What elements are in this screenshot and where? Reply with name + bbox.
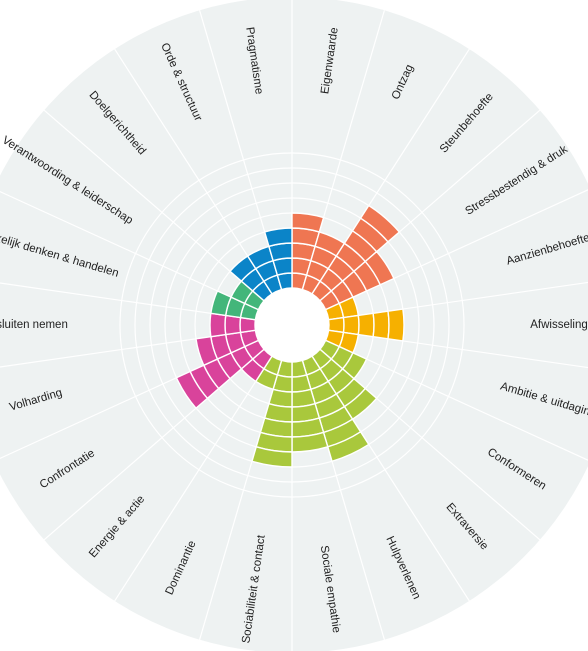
segment-divider <box>325 339 588 461</box>
bar-segment <box>301 231 346 295</box>
bar-segment <box>301 355 370 463</box>
bar-segment <box>327 308 405 342</box>
bar-cell <box>359 204 401 243</box>
bar-cell <box>387 308 405 342</box>
bar-segment <box>251 359 293 468</box>
bar-cell <box>372 310 390 340</box>
bar-segment <box>209 312 257 338</box>
bar-cell <box>224 314 242 336</box>
center-hub <box>255 288 329 362</box>
segment-divider <box>114 355 273 602</box>
bar-segment <box>263 227 293 291</box>
bar-cell <box>209 312 227 338</box>
segment-divider <box>43 109 265 302</box>
bar-cell <box>342 314 360 336</box>
segment-label: Besluiten nemen <box>0 319 68 331</box>
bar-cell <box>251 445 293 468</box>
segment-divider <box>0 190 259 311</box>
bar-cell <box>175 370 209 410</box>
bar-cell <box>263 227 293 248</box>
bar-cell <box>326 430 370 463</box>
bar-cell <box>364 250 395 286</box>
bar-cell <box>357 312 375 338</box>
bar-segment <box>311 348 378 421</box>
segment-label: Afwisseling <box>530 319 588 331</box>
segment-divider <box>114 48 273 295</box>
segment-divider <box>0 282 256 321</box>
